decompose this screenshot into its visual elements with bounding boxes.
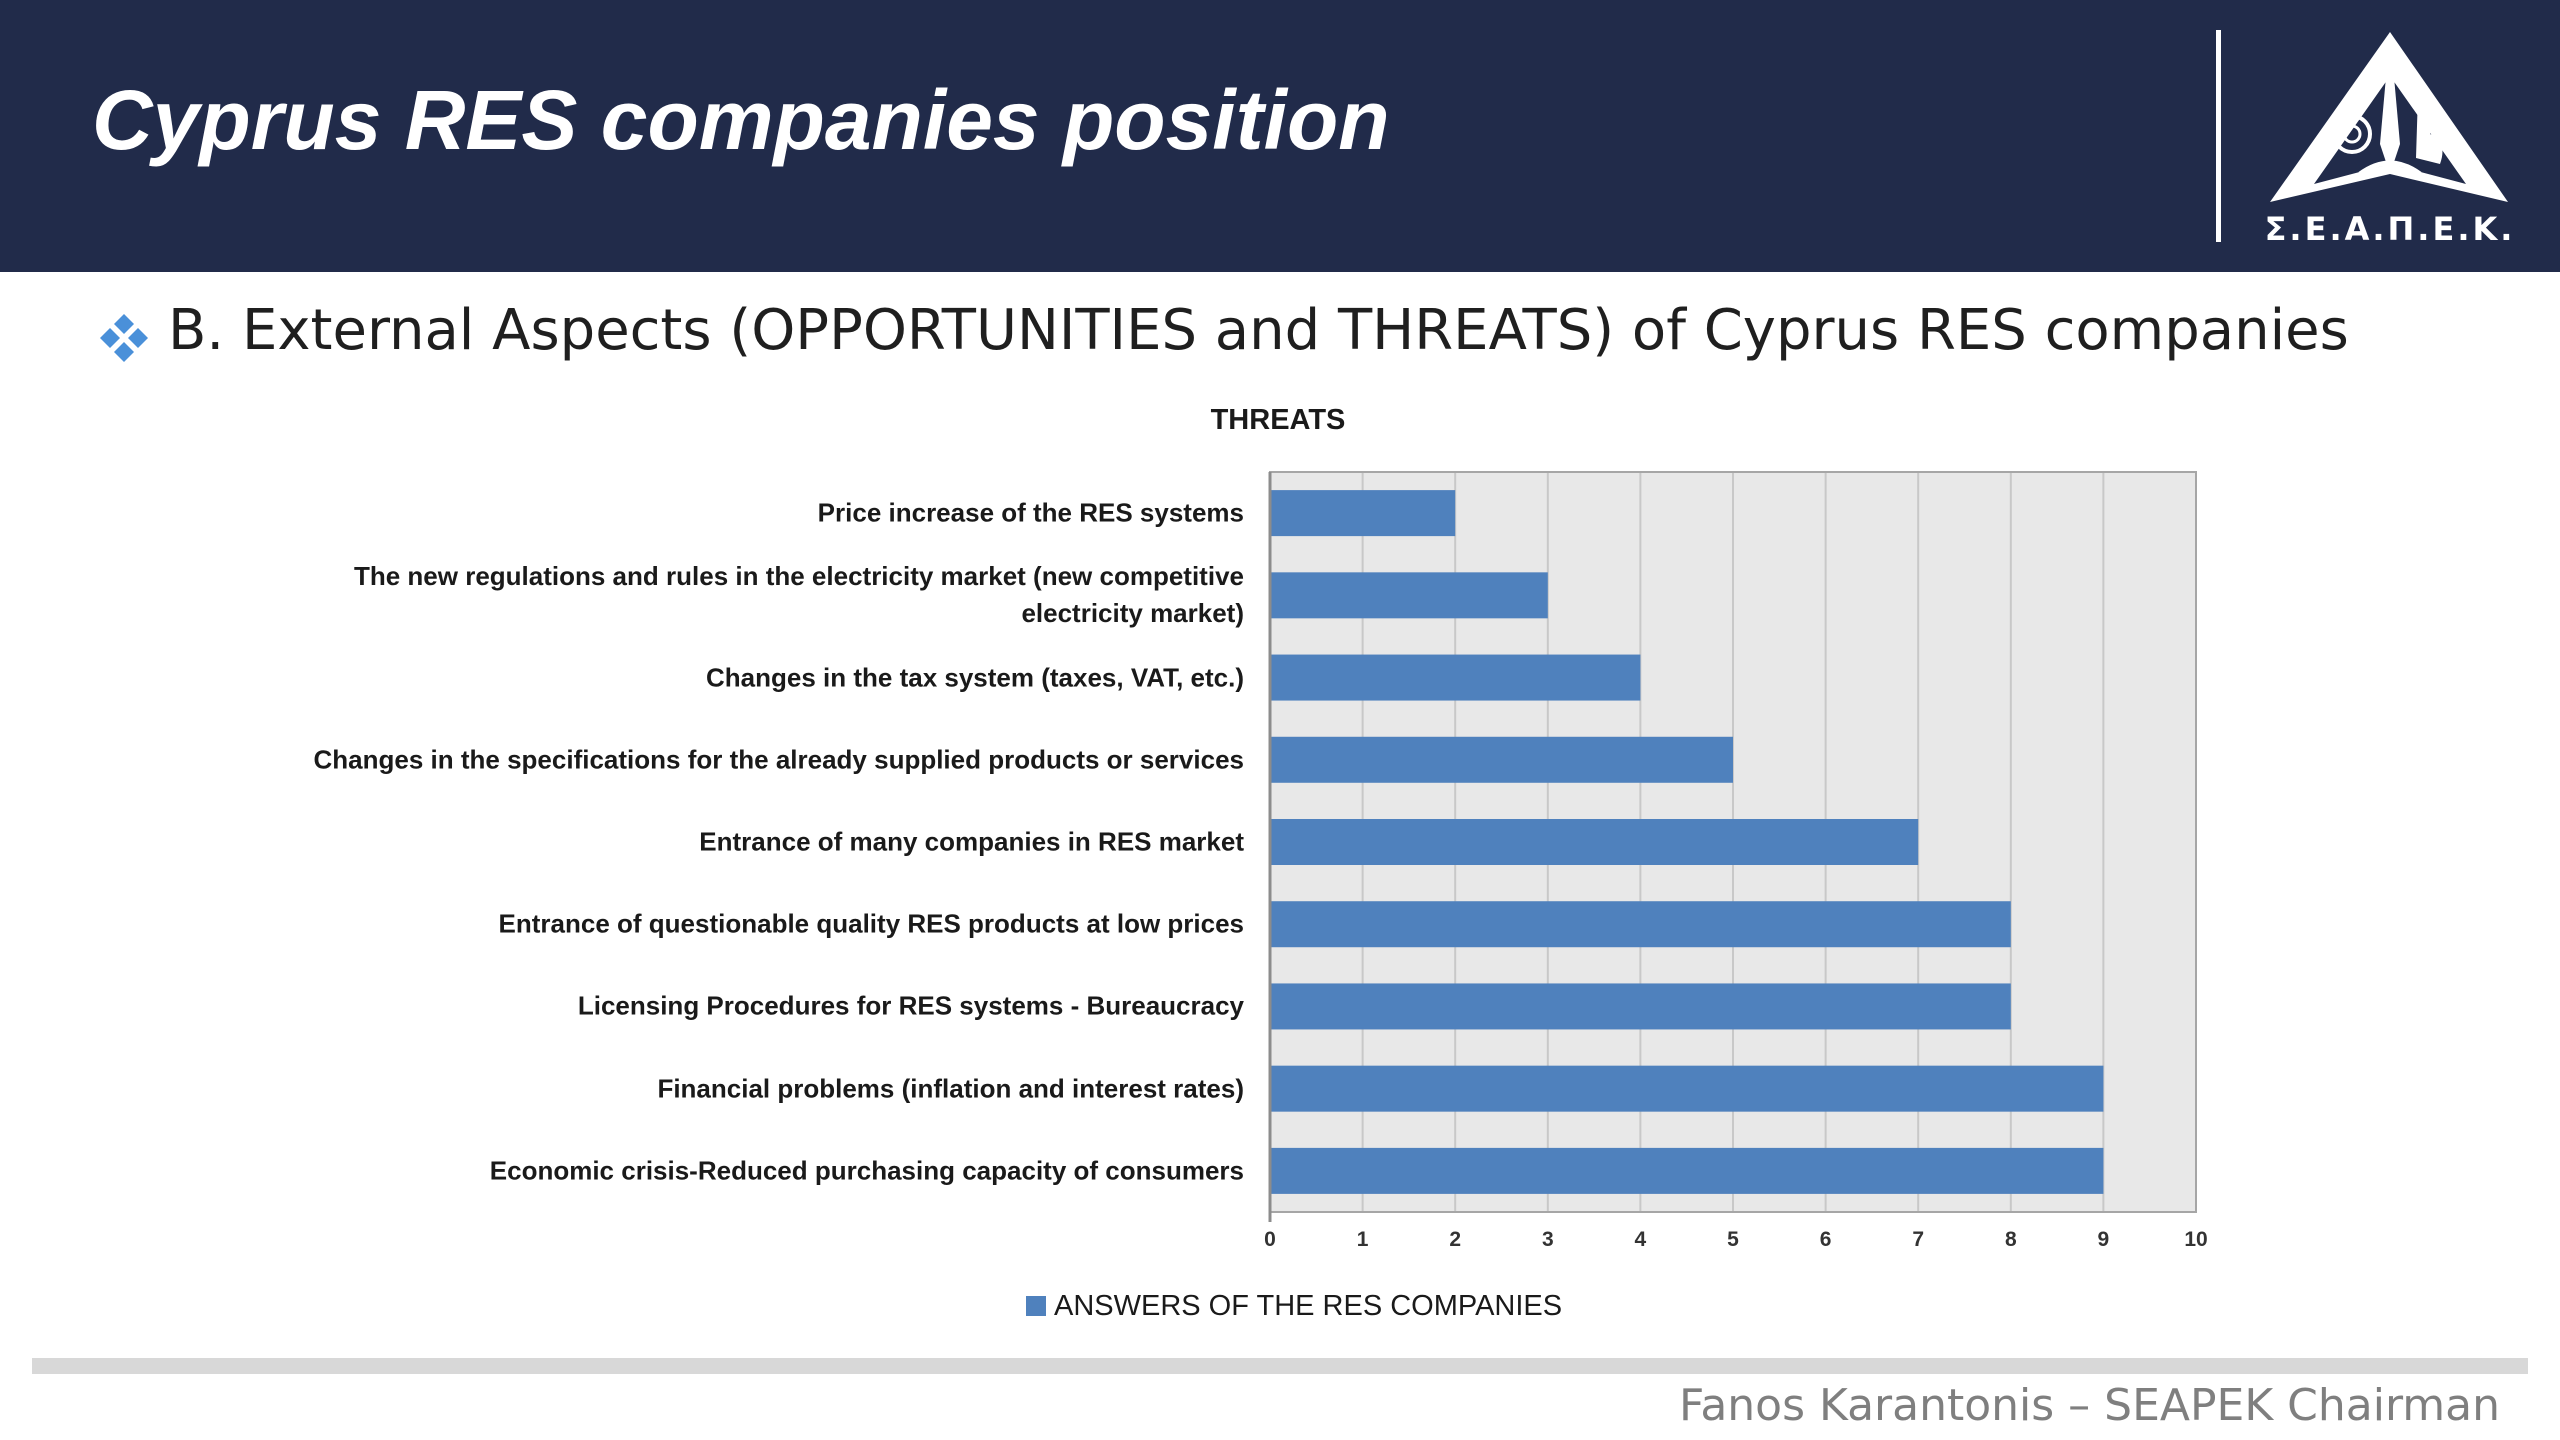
x-tick-label: 2 xyxy=(1449,1228,1462,1251)
category-label: Changes in the specifications for the al… xyxy=(313,744,1244,775)
header-divider xyxy=(2216,30,2221,242)
threats-chart: THREATS ANSWERS OF THE RES COMPANIES 0 1 2… xyxy=(0,380,2560,1340)
slide-title: Cyprus RES companies position xyxy=(92,73,1390,167)
chart-bar xyxy=(1270,819,1919,865)
category-label: Price increase of the RES systems xyxy=(817,497,1244,528)
chart-bar xyxy=(1270,901,2011,948)
section-subtitle: B. External Aspects (OPPORTUNITIES and T… xyxy=(168,298,2349,363)
chart-bar xyxy=(1270,490,1456,537)
x-tick-label: 1 xyxy=(1356,1228,1369,1251)
chart-bar xyxy=(1270,983,2011,1030)
category-label: Entrance of many companies in RES market xyxy=(699,826,1244,857)
logo-text: Σ.Ε.Α.Π.Ε.Κ. xyxy=(2264,210,2516,248)
footer-bar xyxy=(32,1358,2528,1374)
seapek-logo: Σ.Ε.Α.Π.Ε.Κ. xyxy=(2240,24,2540,256)
x-tick-label: 8 xyxy=(2004,1228,2017,1251)
category-label: Changes in the tax system (taxes, VAT, e… xyxy=(706,662,1244,693)
x-tick-label: 5 xyxy=(1727,1228,1739,1251)
category-label: Licensing Procedures for RES systems - B… xyxy=(577,990,1244,1021)
seapek-logo-icon xyxy=(2270,32,2508,202)
category-label: Financial problems (inflation and intere… xyxy=(657,1073,1244,1104)
slide-header: Cyprus RES companies position Σ.Ε.Α.Π.Ε.… xyxy=(0,0,2560,272)
x-tick-label: 0 xyxy=(1264,1228,1276,1251)
category-label: Economic crisis-Reduced purchasing capac… xyxy=(489,1155,1244,1186)
x-tick-label: 10 xyxy=(2184,1228,2208,1251)
category-label: Entrance of questionable quality RES pro… xyxy=(498,908,1244,939)
chart-bar xyxy=(1270,1065,2104,1112)
diamond-bullet-icon xyxy=(100,314,148,362)
x-tick-label: 3 xyxy=(1541,1228,1554,1251)
x-tick-label: 6 xyxy=(1819,1228,1832,1251)
chart-bar xyxy=(1270,1147,2104,1194)
x-tick-label: 9 xyxy=(2097,1228,2110,1251)
category-label: The new regulations and rules in the ele… xyxy=(353,561,1244,629)
legend-swatch xyxy=(1026,1296,1046,1316)
chart-bar xyxy=(1270,654,1641,701)
chart-plot xyxy=(1268,471,2197,1222)
legend-label: ANSWERS OF THE RES COMPANIES xyxy=(1054,1290,1563,1322)
footer-credit: Fanos Karantonis – SEAPEK Chairman xyxy=(1679,1380,2500,1431)
chart-title: THREATS xyxy=(1210,404,1346,436)
chart-bar xyxy=(1270,572,1548,619)
x-tick-label: 4 xyxy=(1634,1228,1647,1251)
x-tick-label: 7 xyxy=(1912,1228,1925,1251)
chart-bar xyxy=(1270,736,1733,783)
